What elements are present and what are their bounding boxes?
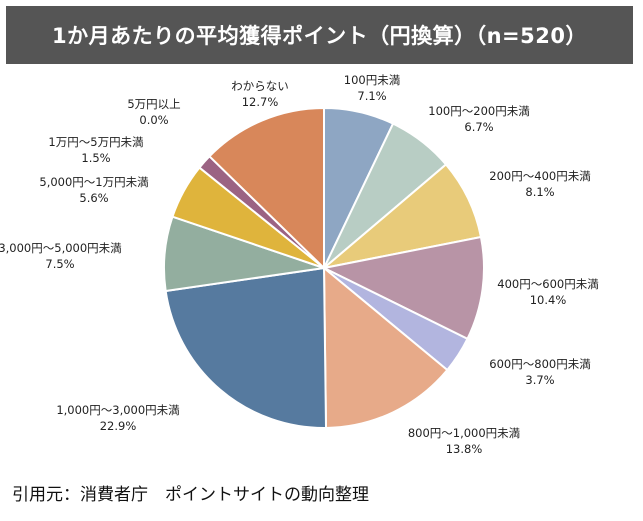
slice-label: 200円～400円未満 8.1% — [489, 168, 590, 200]
slice-category: 5,000円～1万円未満 — [39, 175, 149, 189]
source-caption: 引用元：消費者庁 ポイントサイトの動向整理 — [12, 485, 369, 505]
slice-category: 800円～1,000円未満 — [407, 426, 521, 440]
chart-title-bar: 1か月あたりの平均獲得ポイント（円換算）（n=520） — [6, 6, 633, 64]
pie-slice — [320, 235, 485, 341]
slice-category: わからない — [231, 79, 289, 93]
slice-label: 1万円～5万円未満 1.5% — [48, 134, 143, 166]
slice-value: 3.7% — [525, 373, 555, 387]
slice-category: 200円～400円未満 — [489, 169, 591, 183]
slice-label: 600円～800円未満 3.7% — [489, 356, 590, 388]
pie-slice — [322, 265, 449, 429]
slice-category: 5万円以上 — [127, 97, 181, 111]
slice-label: 3,000円～5,000円未満 7.5% — [0, 240, 122, 272]
pie-slice — [208, 106, 325, 271]
slice-category: 3,000円～5,000円未満 — [0, 241, 122, 255]
slice-category: 1万円～5万円未満 — [48, 135, 144, 149]
slice-value: 13.8% — [445, 442, 483, 456]
slice-category: 400円～600円未満 — [497, 277, 599, 291]
slice-category: 100円～200円未満 — [428, 104, 530, 118]
slice-value: 1.5% — [81, 151, 111, 165]
slice-label: 5万円以上 0.0% — [127, 96, 180, 128]
slice-value: 7.5% — [45, 257, 75, 271]
slice-label: 1,000円～3,000円未満 22.9% — [56, 402, 179, 434]
slice-category: 600円～800円未満 — [489, 357, 591, 371]
pie-slice — [164, 266, 328, 429]
slice-label: 100円～200円未満 6.7% — [428, 103, 529, 135]
slice-value: 22.9% — [99, 419, 137, 433]
chart-title: 1か月あたりの平均獲得ポイント（円換算）（n=520） — [52, 24, 587, 48]
slice-value: 10.4% — [529, 293, 567, 307]
slice-label: 100円未満 7.1% — [344, 72, 400, 104]
slice-label: 800円～1,000円未満 13.8% — [408, 425, 520, 457]
slice-value: 7.1% — [357, 89, 387, 103]
slice-value: 5.6% — [79, 191, 109, 205]
slice-value: 6.7% — [464, 120, 494, 134]
slice-label: 400円～600円未満 10.4% — [497, 276, 598, 308]
slice-value: 8.1% — [525, 185, 555, 199]
slice-label: 5,000円～1万円未満 5.6% — [39, 174, 148, 206]
slice-label: わからない 12.7% — [231, 78, 289, 110]
slice-category: 100円未満 — [343, 73, 401, 87]
slice-value: 12.7% — [241, 95, 279, 109]
slice-value: 0.0% — [139, 113, 169, 127]
slice-category: 1,000円～3,000円未満 — [56, 403, 180, 417]
